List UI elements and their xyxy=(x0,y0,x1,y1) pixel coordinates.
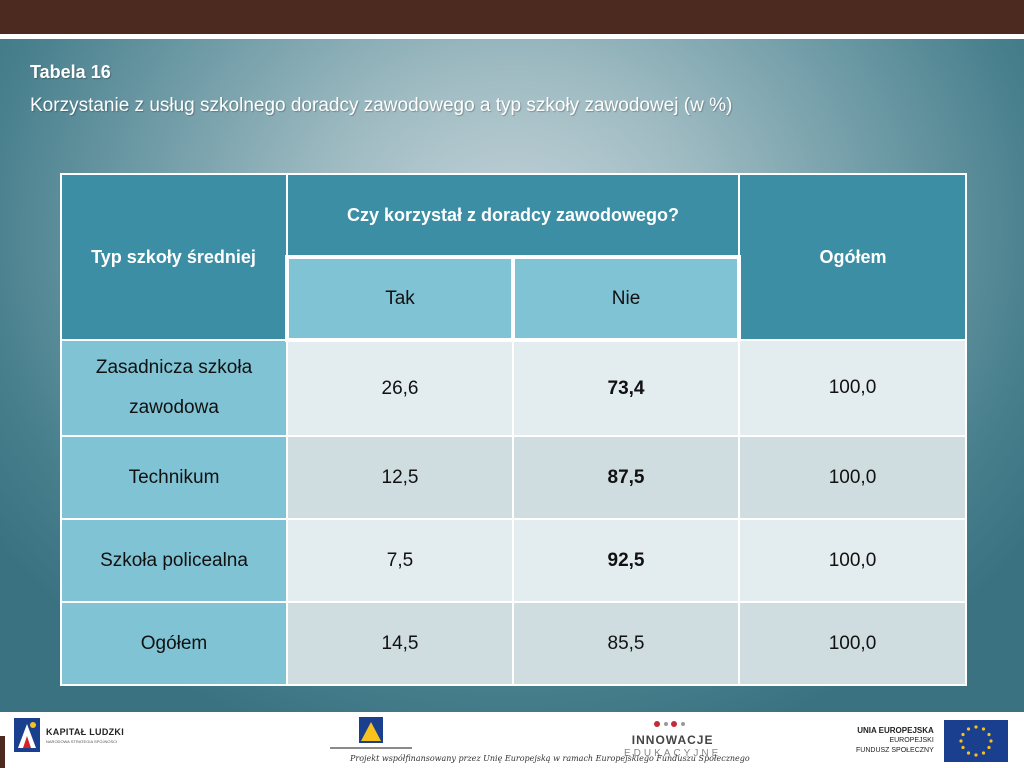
center-logo xyxy=(330,716,412,757)
data-table: Typ szkoły średniej Czy korzystał z dora… xyxy=(60,173,968,686)
cell-yes: 14,5 xyxy=(286,601,514,686)
kapital-ludzki-subtext: NARODOWA STRATEGIA SPÓJNOŚCI xyxy=(46,738,118,744)
cell-total: 100,0 xyxy=(738,435,968,520)
header-no: Nie xyxy=(510,255,742,342)
row-label-line: Zasadnicza szkoła xyxy=(95,357,253,378)
table-row: Technikum 12,5 87,5 100,0 xyxy=(60,435,968,520)
cell-no: 87,5 xyxy=(511,435,741,520)
header-school-type: Typ szkoły średniej xyxy=(60,173,288,341)
top-bar xyxy=(0,0,1024,34)
kapital-ludzki-text: KAPITAŁ LUDZKI xyxy=(46,726,125,737)
kapital-ludzki-flag-icon xyxy=(14,718,40,752)
cell-no: 73,4 xyxy=(511,339,741,437)
header-question: Czy korzystał z doradcy zawodowego? xyxy=(285,173,741,258)
header-total: Ogółem xyxy=(738,173,968,341)
table-number-label: Tabela 16 xyxy=(30,62,111,82)
cell-no: 92,5 xyxy=(511,518,741,603)
cell-yes: 12,5 xyxy=(286,435,514,520)
cell-total: 100,0 xyxy=(738,518,968,603)
row-label: Zasadnicza szkoła zawodowa xyxy=(60,339,288,437)
innowacje-text: INNOWACJE xyxy=(631,733,714,747)
table-row: Szkoła policealna 7,5 92,5 100,0 xyxy=(60,518,968,603)
header-yes: Tak xyxy=(285,255,515,342)
header-row-1: Typ szkoły średniej Czy korzystał z dora… xyxy=(60,173,968,341)
eu-flag-icon xyxy=(943,720,1008,762)
cell-total: 100,0 xyxy=(738,601,968,686)
eu-logo: UNIA EUROPEJSKA EUROPEJSKI FUNDUSZ SPOŁE… xyxy=(856,720,1008,762)
row-label-line: zawodowa xyxy=(129,397,219,418)
innowacje-logo: INNOWACJE EDUKACYJNE xyxy=(624,715,721,759)
footer-accent xyxy=(0,736,5,768)
table-row: Ogółem 14,5 85,5 100,0 xyxy=(60,601,968,686)
innowacje-dots-icon xyxy=(653,721,685,727)
eu-text-line1: UNIA EUROPEJSKA xyxy=(857,726,934,735)
top-divider-line xyxy=(0,34,1024,39)
center-emblem-icon xyxy=(330,717,412,749)
kapital-ludzki-logo: KAPITAŁ LUDZKI NARODOWA STRATEGIA SPÓJNO… xyxy=(14,718,124,752)
row-label: Ogółem xyxy=(60,601,288,686)
cell-total: 100,0 xyxy=(738,339,968,437)
row-label: Technikum xyxy=(60,435,288,520)
cell-no: 85,5 xyxy=(511,601,741,686)
footer-logo-bar xyxy=(0,712,1024,768)
title-block: Tabela 16 Korzystanie z usług szkolnego … xyxy=(30,62,732,117)
footer-caption: Projekt współfinansowany przez Unię Euro… xyxy=(350,754,750,763)
table-title: Korzystanie z usług szkolnego doradcy za… xyxy=(30,95,733,116)
row-label: Szkoła policealna xyxy=(60,518,288,603)
eu-text-line2: EUROPEJSKI xyxy=(889,737,934,744)
header-row-2: Tak Nie xyxy=(61,255,966,342)
cell-yes: 26,6 xyxy=(286,339,514,437)
eu-text-line3: FUNDUSZ SPOŁECZNY xyxy=(856,747,934,754)
edukacyjne-text: EDUKACYJNE xyxy=(624,748,722,759)
table-row: Zasadnicza szkoła zawodowa 26,6 73,4 100… xyxy=(60,339,968,437)
cell-yes: 7,5 xyxy=(286,518,514,603)
